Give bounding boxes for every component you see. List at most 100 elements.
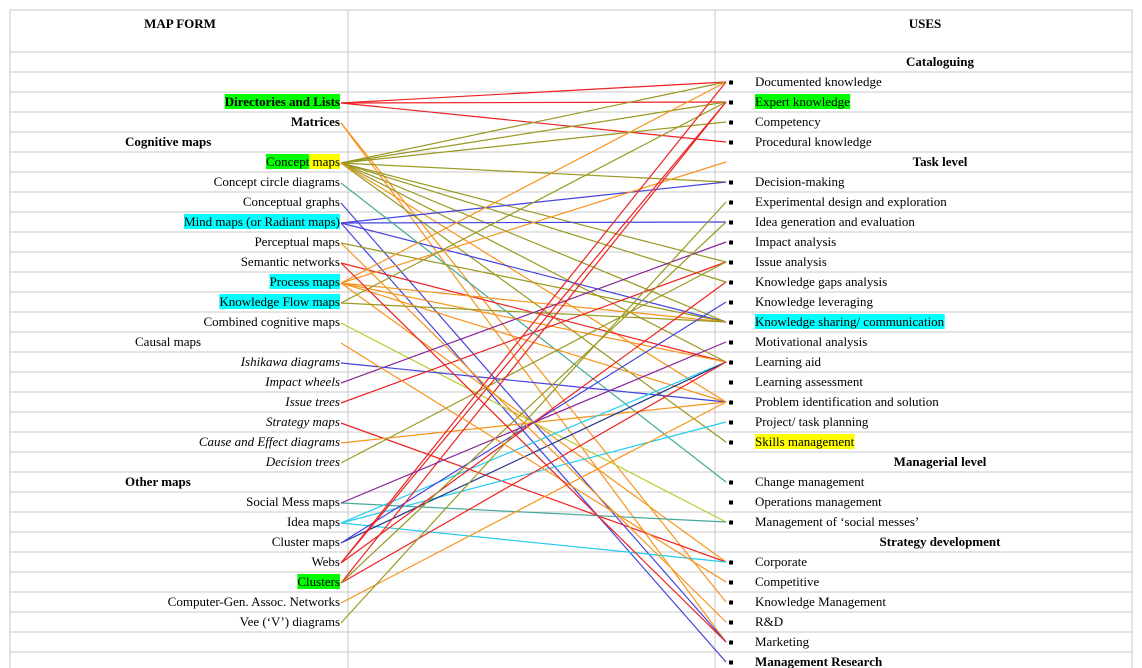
use-label: Procedural knowledge: [755, 134, 872, 149]
bullet: [729, 420, 733, 425]
map-form-label: Process maps: [270, 274, 340, 289]
connection: [340, 81, 727, 564]
use-label: Idea generation and evaluation: [755, 214, 915, 229]
highlight: [269, 273, 340, 289]
map-form-label: Combined cognitive maps: [204, 314, 340, 329]
map-form-label: Cause and Effect diagrams: [199, 434, 340, 449]
connection: [340, 201, 727, 624]
map-form-label: Clusters: [297, 574, 340, 589]
connection: [340, 81, 727, 104]
bullet: [729, 300, 733, 305]
use-label: Expert knowledge: [755, 94, 850, 109]
connection: [340, 361, 727, 584]
use-label: Corporate: [755, 554, 807, 569]
use-label: Competitive: [755, 574, 820, 589]
use-label: Skills management: [755, 434, 855, 449]
bullet: [729, 520, 733, 525]
use-heading: Cataloguing: [906, 54, 974, 69]
highlight: [265, 153, 310, 169]
bullet: [729, 320, 733, 325]
map-form-label: Perceptual maps: [254, 234, 340, 249]
map-form-label: Ishikawa diagrams: [240, 354, 340, 369]
connection: [340, 101, 727, 104]
map-form-label: Directories and Lists: [225, 94, 340, 109]
highlight: [755, 313, 945, 329]
use-label: Learning assessment: [755, 374, 863, 389]
connection: [340, 401, 727, 604]
use-label: Issue analysis: [755, 254, 827, 269]
map-form-label: Webs: [311, 554, 340, 569]
bullet: [729, 660, 733, 665]
bullet: [729, 360, 733, 365]
connection: [340, 222, 727, 323]
connection: [340, 221, 727, 584]
map-form-label: Computer-Gen. Assoc. Networks: [168, 594, 340, 609]
connection: [340, 101, 727, 584]
connection: [340, 241, 727, 384]
connection: [340, 522, 727, 563]
connection: [340, 101, 727, 164]
bullet: [729, 120, 733, 125]
connection: [340, 362, 727, 403]
connection: [340, 342, 727, 583]
map-form-label: Concept maps: [266, 154, 340, 169]
bullet: [729, 180, 733, 185]
bullet: [729, 580, 733, 585]
map-form-label: Conceptual graphs: [243, 194, 340, 209]
use-label: Impact analysis: [755, 234, 836, 249]
use-label: Knowledge leveraging: [755, 294, 874, 309]
highlight: [309, 153, 340, 169]
table-grid: [10, 10, 1132, 668]
right-header: USES: [909, 16, 942, 31]
map-form-label: Issue trees: [284, 394, 340, 409]
use-label: Motivational analysis: [755, 334, 867, 349]
map-form-label: Strategy maps: [266, 414, 340, 429]
map-form-label: Decision trees: [265, 454, 340, 469]
map-form-label: Impact wheels: [264, 374, 340, 389]
bullet: [729, 640, 733, 645]
highlight: [297, 573, 340, 589]
map-form-label: Cluster maps: [272, 534, 340, 549]
use-label: Competency: [755, 114, 821, 129]
use-label: Problem identification and solution: [755, 394, 939, 409]
map-form-label: Mind maps (or Radiant maps): [184, 214, 340, 229]
use-label: Learning aid: [755, 354, 822, 369]
use-label: Operations management: [755, 494, 882, 509]
use-label: Management of ‘social messes’: [755, 514, 919, 529]
bullet: [729, 260, 733, 265]
bullet: [729, 480, 733, 485]
bullet: [729, 280, 733, 285]
left-header: MAP FORM: [144, 16, 216, 31]
connection: [340, 162, 727, 263]
use-label: Knowledge Management: [755, 594, 886, 609]
use-heading: Task level: [913, 154, 968, 169]
use-label: Documented knowledge: [755, 74, 882, 89]
use-label: R&D: [755, 614, 783, 629]
connection: [340, 242, 727, 323]
highlight: [755, 93, 851, 109]
connection: [340, 81, 727, 284]
use-label: Marketing: [755, 634, 810, 649]
bullet: [729, 620, 733, 625]
connection: [340, 162, 727, 323]
map-form-label: Concept circle diagrams: [214, 174, 340, 189]
map-form-label: Vee (‘V’) diagrams: [240, 614, 340, 629]
use-label: Decision-making: [755, 174, 845, 189]
connection: [340, 242, 727, 623]
connection: [340, 422, 727, 563]
use-label: Knowledge sharing/ communication: [755, 314, 945, 329]
map-form-label: Matrices: [291, 114, 340, 129]
use-label: Project/ task planning: [755, 414, 869, 429]
connections: [340, 81, 727, 663]
map-form-label: Idea maps: [287, 514, 340, 529]
connection: [340, 121, 727, 164]
highlight: [224, 93, 340, 109]
bullet: [729, 220, 733, 225]
connection: [340, 361, 727, 524]
map-form-label: Causal maps: [135, 334, 201, 349]
bullet: [729, 560, 733, 565]
connection: [340, 101, 727, 564]
map-form-label: Semantic networks: [241, 254, 340, 269]
use-heading: Managerial level: [894, 454, 987, 469]
